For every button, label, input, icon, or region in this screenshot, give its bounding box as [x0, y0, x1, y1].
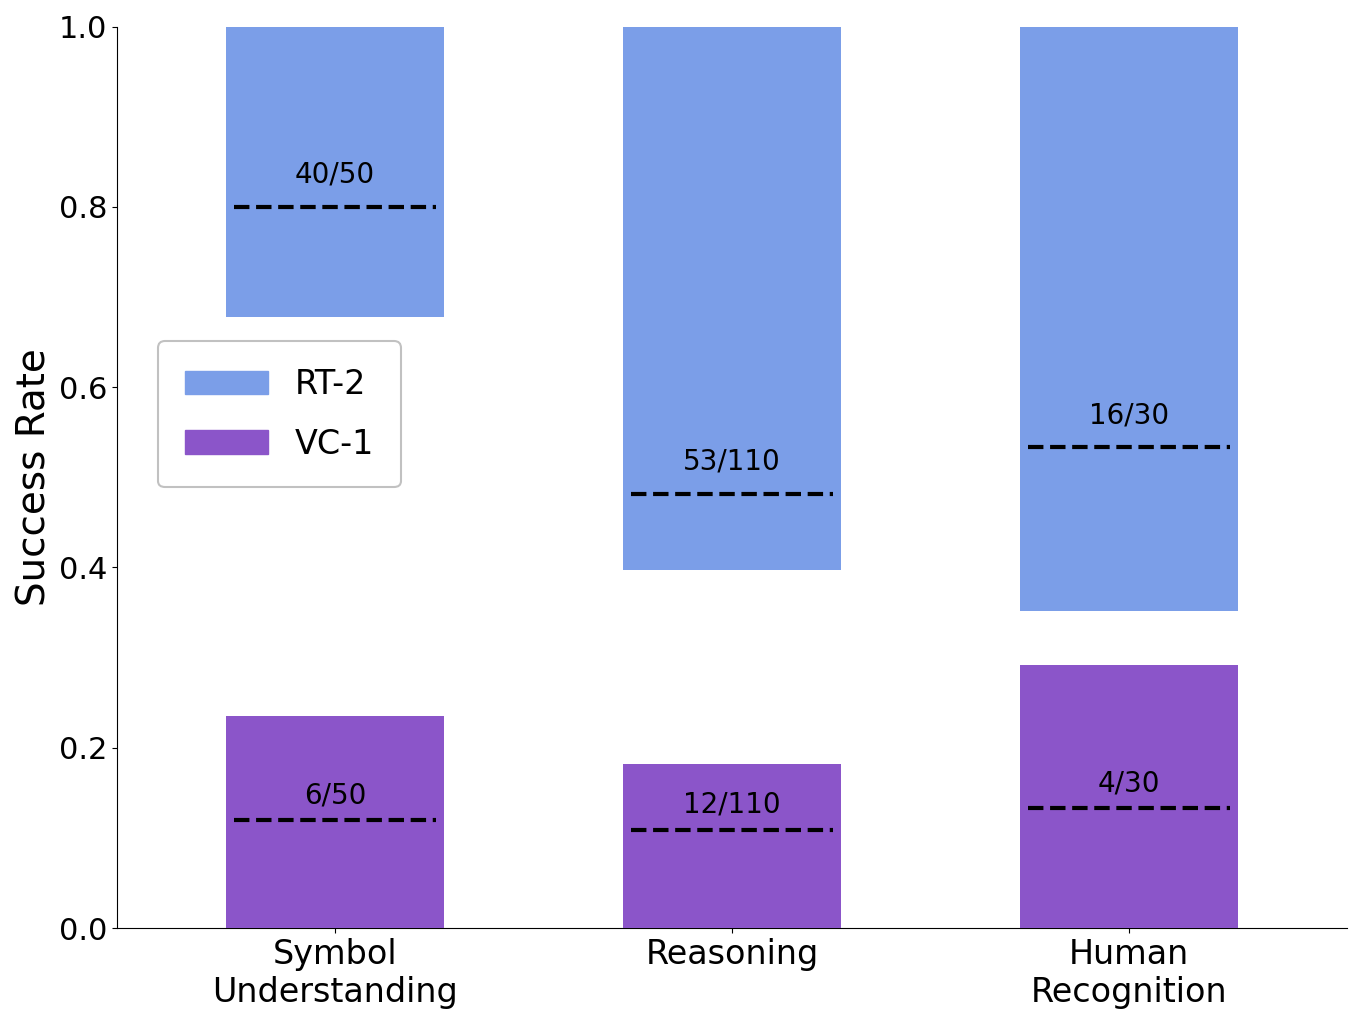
- Text: 53/110: 53/110: [682, 447, 780, 476]
- Bar: [1020, 27, 1238, 610]
- Bar: [226, 716, 444, 928]
- Y-axis label: Success Rate: Success Rate: [15, 348, 53, 606]
- Bar: [1020, 665, 1238, 928]
- Text: 4/30: 4/30: [1098, 769, 1160, 797]
- Text: 40/50: 40/50: [296, 161, 375, 188]
- Text: 6/50: 6/50: [304, 781, 366, 809]
- Legend: RT-2, VC-1: RT-2, VC-1: [158, 341, 400, 487]
- Bar: [622, 764, 840, 928]
- Text: 16/30: 16/30: [1088, 401, 1169, 429]
- Bar: [226, 27, 444, 316]
- Bar: [622, 27, 840, 570]
- Text: 12/110: 12/110: [684, 791, 780, 819]
